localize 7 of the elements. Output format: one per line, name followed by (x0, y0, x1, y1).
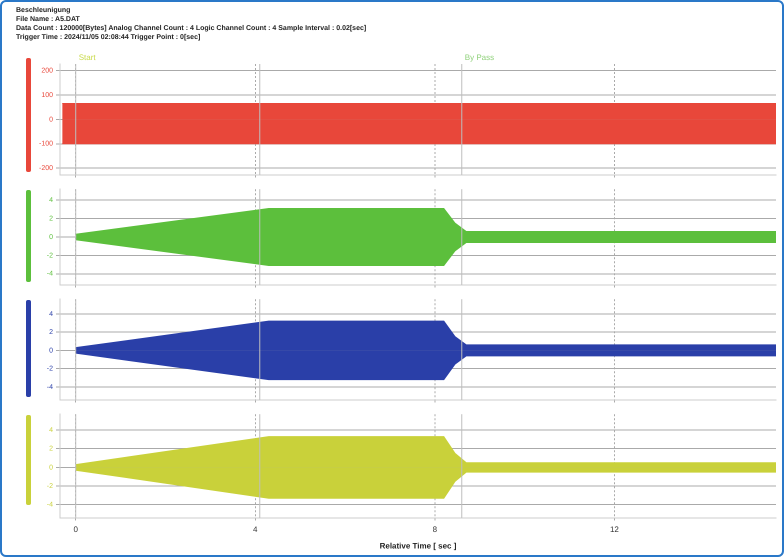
x-axis-title: Relative Time [ sec ] (380, 541, 457, 550)
ref-line-label: Start (78, 53, 96, 62)
x-tick-label: 4 (253, 524, 258, 534)
x-tick-label: 0 (73, 524, 78, 534)
ref-line-label: By Pass (464, 53, 494, 62)
x-tick-label: 12 (610, 524, 620, 534)
x-tick-label: 8 (432, 524, 438, 534)
